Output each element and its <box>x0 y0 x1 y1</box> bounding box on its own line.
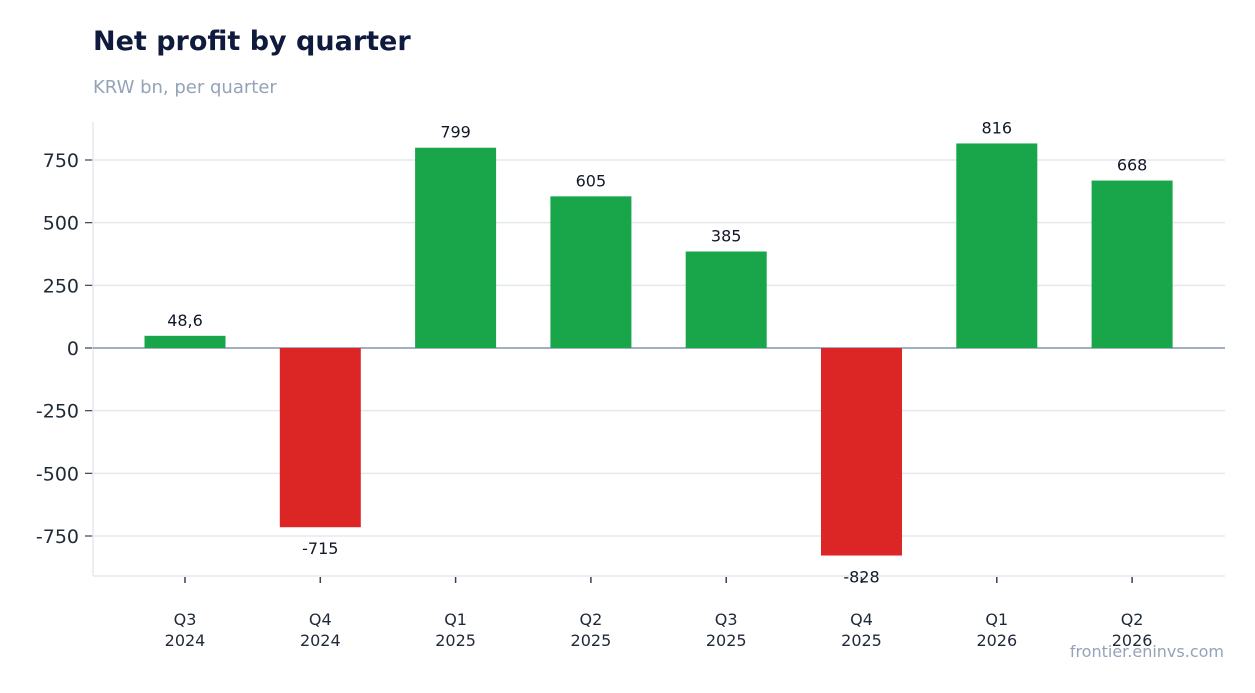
x-tick-label-quarter: Q4 <box>850 610 873 629</box>
bar <box>415 147 497 348</box>
x-tick-label-year: 2025 <box>841 631 882 650</box>
x-tick-label-year: 2025 <box>706 631 747 650</box>
bar <box>821 348 902 556</box>
x-tick-label-quarter: Q2 <box>580 610 603 629</box>
value-label: 385 <box>711 226 742 245</box>
x-tick-label-year: 2024 <box>165 631 206 650</box>
bar <box>685 251 767 348</box>
value-label: 816 <box>982 118 1013 137</box>
y-tick-label: 500 <box>43 213 79 235</box>
chart-subtitle: KRW bn, per quarter <box>93 77 277 98</box>
bar <box>1091 180 1173 348</box>
y-tick-label: -750 <box>36 526 79 548</box>
value-label: 668 <box>1117 156 1148 175</box>
x-tick-label-quarter: Q2 <box>1121 610 1144 629</box>
y-tick-label: -250 <box>36 401 79 423</box>
x-tick-label-year: 2025 <box>571 631 612 650</box>
value-label: 48,6 <box>167 311 203 330</box>
x-tick-label-quarter: Q1 <box>444 610 467 629</box>
x-tick-label-year: 2026 <box>1112 631 1153 650</box>
bar <box>550 196 632 348</box>
y-tick-label: -500 <box>36 463 79 485</box>
x-tick-label-year: 2026 <box>976 631 1017 650</box>
value-label: -828 <box>843 568 879 587</box>
x-tick-label-quarter: Q4 <box>309 610 332 629</box>
value-label: 605 <box>576 171 607 190</box>
bar <box>144 335 226 348</box>
bar <box>956 143 1038 348</box>
bar <box>279 348 361 528</box>
source-credit: frontier.eninvs.com <box>1069 642 1224 661</box>
y-tick-label: 0 <box>67 338 79 360</box>
x-tick-label-quarter: Q1 <box>985 610 1008 629</box>
value-label: 799 <box>440 123 471 142</box>
y-tick-label: 250 <box>43 275 79 297</box>
chart-title: Net profit by quarter <box>93 26 411 57</box>
x-tick-label-quarter: Q3 <box>715 610 738 629</box>
x-tick-label-year: 2025 <box>435 631 476 650</box>
y-tick-label: 750 <box>43 150 79 172</box>
x-tick-label-year: 2024 <box>300 631 341 650</box>
value-label: -715 <box>302 539 338 558</box>
x-tick-label-quarter: Q3 <box>174 610 197 629</box>
